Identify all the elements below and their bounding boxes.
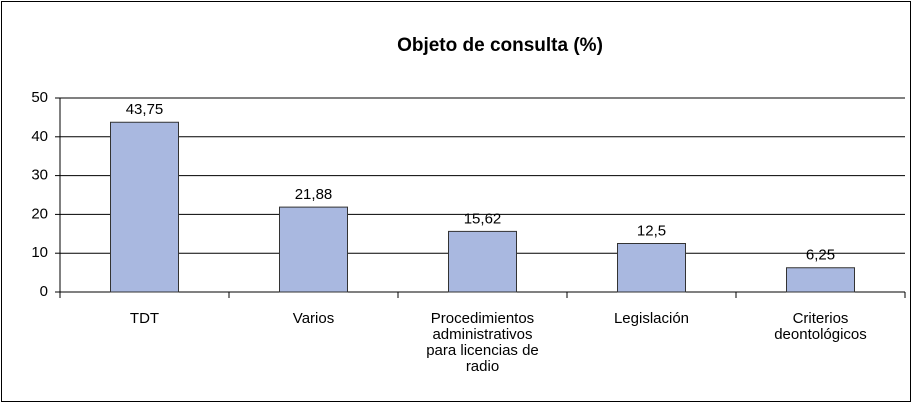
bar — [448, 230, 517, 293]
x-tick-label: Varios — [292, 310, 335, 327]
data-label: 12,5 — [637, 222, 666, 239]
data-label: 15,62 — [464, 210, 502, 227]
y-tick-label: 50 — [31, 89, 48, 106]
y-tick-label: 30 — [31, 167, 48, 184]
bar — [786, 267, 855, 293]
y-tick-label: 40 — [31, 128, 48, 145]
data-label: 6,25 — [806, 247, 835, 264]
bar — [617, 243, 686, 293]
bar — [110, 121, 179, 293]
data-label: 21,88 — [295, 186, 333, 203]
y-tick-label: 20 — [31, 205, 48, 222]
chart-title: Objeto de consulta (%) — [397, 35, 603, 56]
x-tick-label: Criterios deontológicos — [774, 310, 867, 343]
y-tick-label: 10 — [31, 244, 48, 261]
y-tick-label: 0 — [40, 283, 48, 300]
data-label: 43,75 — [126, 101, 164, 118]
x-tick-label: Procedimientos administrativos para lice… — [426, 310, 539, 375]
bar — [279, 206, 348, 293]
x-tick-label: TDT — [129, 310, 160, 327]
x-tick-label: Legislación — [613, 310, 690, 327]
